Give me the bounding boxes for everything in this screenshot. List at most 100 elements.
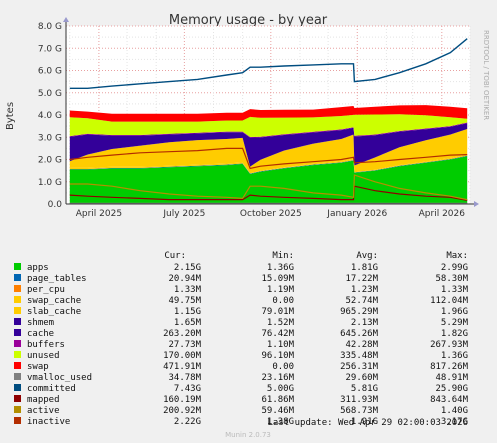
y-tick-label: 0.0	[48, 200, 63, 210]
legend-min-value: 76.42M	[261, 329, 294, 339]
legend-max-value: 1.96G	[441, 307, 468, 317]
legend-row-shmem: shmem 1.65M 1.52M 2.13M 5.29M	[14, 318, 469, 328]
legend-min-value: 96.10M	[261, 351, 294, 361]
legend-avg-value: 335.48M	[340, 351, 379, 361]
legend-row-vmalloc-used: vmalloc_used 34.78M 23.16M 29.60M 48.91M	[14, 373, 469, 383]
legend-max-value: 112.04M	[430, 296, 469, 306]
legend-swatch	[14, 417, 21, 424]
legend-min-value: 1.38G	[267, 417, 294, 427]
legend-avg-value: 1.91G	[351, 417, 378, 427]
legend-cur-value: 1.65M	[174, 318, 202, 328]
y-tick-label: 1.0 G	[38, 178, 62, 188]
legend-row-buffers: buffers 27.73M 1.10M 42.28M 267.93M	[14, 340, 469, 350]
legend-name: cache	[27, 329, 54, 339]
legend-name: swap_cache	[27, 296, 81, 306]
x-tick-label: October 2025	[240, 209, 302, 219]
line-active	[69, 174, 468, 201]
legend-min-value: 0.00	[272, 296, 294, 306]
legend-cur-value: 7.43G	[174, 384, 201, 394]
legend-row-page-tables: page_tables 20.94M 15.09M 17.22M 58.30M	[14, 274, 469, 284]
legend-cur-value: 49.75M	[168, 296, 201, 306]
y-axis-label: Bytes	[5, 102, 16, 130]
legend-swatch	[14, 285, 21, 292]
legend-avg-value: 645.26M	[340, 329, 379, 339]
area-buffers	[69, 122, 468, 138]
y-tick-label: 2.0 G	[38, 156, 62, 166]
legend-row-cache: cache 263.20M 76.42M 645.26M 1.82G	[14, 329, 468, 339]
legend-avg-value: 29.60M	[345, 373, 378, 383]
legend-name: swap	[27, 362, 49, 372]
legend-max-value: 2.99G	[441, 263, 468, 273]
legend-avg-value: 1.81G	[351, 263, 378, 273]
legend-avg-value: 256.31M	[340, 362, 379, 372]
legend-row-unused: unused 170.00M 96.10M 335.48M 1.36G	[14, 351, 468, 361]
legend-max-value: 817.26M	[430, 362, 469, 372]
legend-max-value: 267.93M	[430, 340, 469, 350]
legend-row-committed: committed 7.43G 5.00G 5.81G 25.90G	[14, 384, 468, 394]
legend-swatch	[14, 351, 21, 358]
legend-min-value: 1.19M	[267, 285, 295, 295]
legend-swatch	[14, 296, 21, 303]
legend-cur-value: 160.19M	[163, 395, 202, 405]
x-tick-label: January 2026	[326, 209, 387, 219]
legend-header-min: Min:	[272, 251, 294, 261]
legend-min-value: 79.01M	[261, 307, 294, 317]
y-tick-label: 8.0 G	[38, 22, 62, 32]
legend-cur-value: 471.91M	[163, 362, 202, 372]
legend-max-value: 843.64M	[430, 395, 469, 405]
legend-name: apps	[27, 263, 49, 273]
legend-swatch	[14, 395, 21, 402]
legend-swatch	[14, 307, 21, 314]
legend-cur-value: 170.00M	[163, 351, 202, 361]
legend-row-active: active 200.92M 59.46M 568.73M 1.40G	[14, 406, 468, 416]
x-tick-labels: April 2025 July 2025 October 2025 January 2…	[76, 209, 466, 219]
legend-name: buffers	[27, 340, 65, 350]
x-tick-label: April 2025	[76, 209, 122, 219]
legend-max-value: 3.17G	[441, 417, 468, 427]
legend-row-apps: apps 2.15G 1.36G 1.81G 2.99G	[14, 263, 468, 273]
legend-avg-value: 965.29M	[340, 307, 379, 317]
legend-avg-value: 52.74M	[345, 296, 378, 306]
legend-name: vmalloc_used	[27, 373, 92, 383]
legend-swatch	[14, 384, 21, 391]
legend-max-value: 5.29M	[441, 318, 469, 328]
legend-row-per-cpu: per_cpu 1.33M 1.19M 1.23M 1.33M	[14, 285, 469, 295]
legend-swatch	[14, 362, 21, 369]
area-swap	[69, 105, 468, 122]
area-cache	[69, 123, 468, 167]
x-tick-label: April 2026	[419, 209, 466, 219]
legend-cur-value: 1.15G	[174, 307, 201, 317]
legend-row-inactive: inactive 2.22G 1.38G 1.91G 3.17G	[14, 417, 468, 427]
legend-max-value: 1.33M	[441, 285, 469, 295]
legend-swatch	[14, 340, 21, 347]
area-page-tables	[69, 155, 468, 174]
legend-swatch	[14, 373, 21, 380]
legend-header-avg: Avg:	[356, 251, 378, 261]
legend-avg-value: 5.81G	[351, 384, 378, 394]
legend-name: mapped	[27, 395, 60, 405]
munin-footer: Munin 2.0.73	[225, 431, 271, 439]
legend-name: page_tables	[27, 274, 87, 284]
legend-avg-value: 42.28M	[345, 340, 378, 350]
legend-swatch	[14, 318, 21, 325]
line-committed	[69, 38, 468, 89]
legend-min-value: 15.09M	[261, 274, 294, 284]
y-tick-label: 5.0 G	[38, 89, 62, 99]
legend-name: per_cpu	[27, 285, 65, 295]
legend-name: shmem	[27, 318, 54, 328]
legend-min-value: 59.46M	[261, 406, 294, 416]
y-tick-label: 7.0 G	[38, 44, 62, 54]
legend-min-value: 23.16M	[261, 373, 294, 383]
legend-min-value: 61.86M	[261, 395, 294, 405]
y-axis-arrow	[63, 17, 69, 22]
legend-avg-value: 311.93M	[340, 395, 379, 405]
legend-max-value: 1.36G	[441, 351, 468, 361]
legend-avg-value: 2.13M	[351, 318, 379, 328]
legend-cur-value: 200.92M	[163, 406, 202, 416]
area-apps	[69, 156, 468, 204]
x-axis-arrow	[474, 201, 479, 207]
y-tick-label: 3.0 G	[38, 133, 62, 143]
line-mapped	[69, 185, 468, 201]
legend-max-value: 25.90G	[435, 384, 468, 394]
legend-name: unused	[27, 351, 60, 361]
